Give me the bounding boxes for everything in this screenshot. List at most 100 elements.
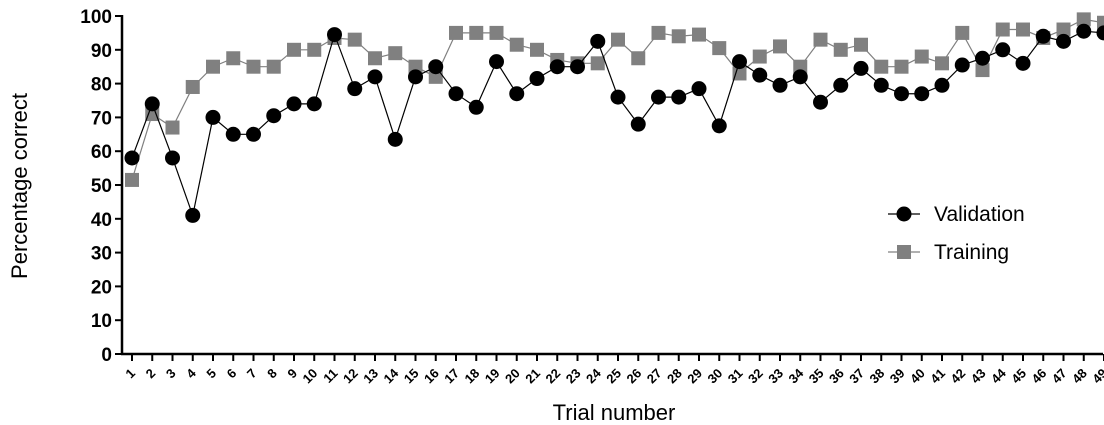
x-tick-label: 42 [948, 366, 969, 387]
x-tick-label: 12 [340, 366, 361, 387]
series-validation [124, 23, 1104, 223]
point-training [1097, 15, 1104, 30]
point-training [185, 79, 200, 94]
x-tick-label: 29 [684, 366, 705, 387]
point-training [732, 66, 747, 81]
series-layer [124, 12, 1104, 223]
point-training [631, 51, 646, 66]
point-validation [570, 59, 585, 75]
point-training [935, 56, 949, 71]
y-tick-label: 80 [91, 75, 112, 96]
point-training [793, 59, 808, 74]
legend-training-marker [897, 245, 911, 259]
point-training [125, 172, 139, 187]
y-tick-label: 20 [91, 277, 112, 298]
point-validation [468, 99, 484, 115]
x-tick-label: 20 [502, 366, 523, 387]
point-validation [975, 50, 990, 66]
point-validation [792, 69, 808, 85]
point-validation [387, 131, 403, 147]
x-tick-label: 10 [300, 366, 321, 387]
point-validation [165, 150, 180, 166]
point-training [894, 59, 909, 74]
point-validation [529, 71, 545, 87]
point-validation [610, 89, 626, 105]
point-validation [934, 77, 950, 93]
point-validation [185, 207, 201, 223]
point-validation [732, 54, 747, 70]
point-validation [752, 67, 768, 83]
point-validation [327, 27, 342, 43]
legend-training-label: Training [934, 241, 1009, 264]
point-validation [408, 69, 423, 85]
point-training [692, 27, 706, 42]
x-tick-label: 17 [441, 366, 462, 387]
x-tick-label: 1 [122, 366, 138, 382]
point-validation [428, 59, 444, 75]
point-validation [671, 89, 687, 105]
x-tick-label: 33 [765, 366, 786, 387]
point-training [287, 42, 301, 57]
x-tick-label: 26 [624, 366, 645, 387]
point-training [368, 51, 382, 66]
point-validation [306, 96, 322, 112]
point-validation [651, 89, 666, 105]
point-training [590, 56, 605, 71]
x-tick-label: 22 [543, 366, 564, 387]
legend-item-validation: Validation [888, 203, 1025, 226]
point-validation [995, 42, 1011, 58]
point-validation [225, 126, 241, 142]
y-tick-label: 0 [101, 345, 112, 366]
point-training [246, 59, 261, 74]
x-tick-label: 46 [1029, 366, 1050, 387]
y-tick-label: 70 [91, 108, 112, 129]
x-tick-label: 35 [806, 366, 827, 387]
point-training [388, 46, 403, 61]
x-tick-label: 32 [745, 366, 766, 387]
x-tick-label: 47 [1049, 366, 1070, 387]
x-tick-label: 45 [1008, 366, 1029, 387]
x-tick-label: 19 [482, 366, 503, 387]
x-tick-label: 14 [381, 365, 402, 386]
point-training [509, 37, 524, 52]
point-validation [711, 118, 727, 134]
x-tick-label: 8 [264, 366, 280, 382]
point-training [813, 32, 828, 47]
x-tick-label: 24 [583, 365, 604, 386]
x-tick-label: 44 [988, 365, 1009, 386]
point-validation [1035, 28, 1051, 44]
x-tick-label: 16 [421, 366, 442, 387]
point-training [773, 39, 787, 54]
x-tick-label: 11 [320, 366, 340, 386]
point-validation [873, 77, 889, 93]
x-tick-label: 39 [887, 366, 908, 387]
point-validation [144, 96, 160, 112]
point-training [752, 49, 767, 64]
x-tick-label: 2 [143, 366, 159, 382]
x-tick-label: 21 [522, 366, 543, 387]
point-training [611, 32, 625, 47]
point-training [206, 59, 220, 74]
point-training [955, 25, 970, 40]
point-training [1016, 22, 1030, 37]
x-tick-label: 40 [907, 366, 928, 387]
point-validation [1015, 55, 1031, 71]
point-training [995, 22, 1010, 37]
point-training [833, 42, 848, 57]
y-tick-label: 90 [91, 41, 112, 62]
point-training [489, 25, 504, 40]
x-tick-label: 3 [163, 366, 179, 382]
x-tick-label: 23 [563, 366, 584, 387]
legend-item-training: Training [888, 241, 1009, 264]
point-validation [367, 69, 383, 85]
x-tick-label: 30 [705, 366, 726, 387]
point-validation [246, 126, 261, 142]
x-tick-label: 49 [1089, 366, 1104, 387]
point-training [449, 25, 463, 40]
legend-validation-label: Validation [934, 203, 1025, 226]
point-validation [286, 96, 302, 112]
point-training [226, 51, 241, 66]
point-validation [833, 77, 849, 93]
point-validation [124, 150, 140, 166]
